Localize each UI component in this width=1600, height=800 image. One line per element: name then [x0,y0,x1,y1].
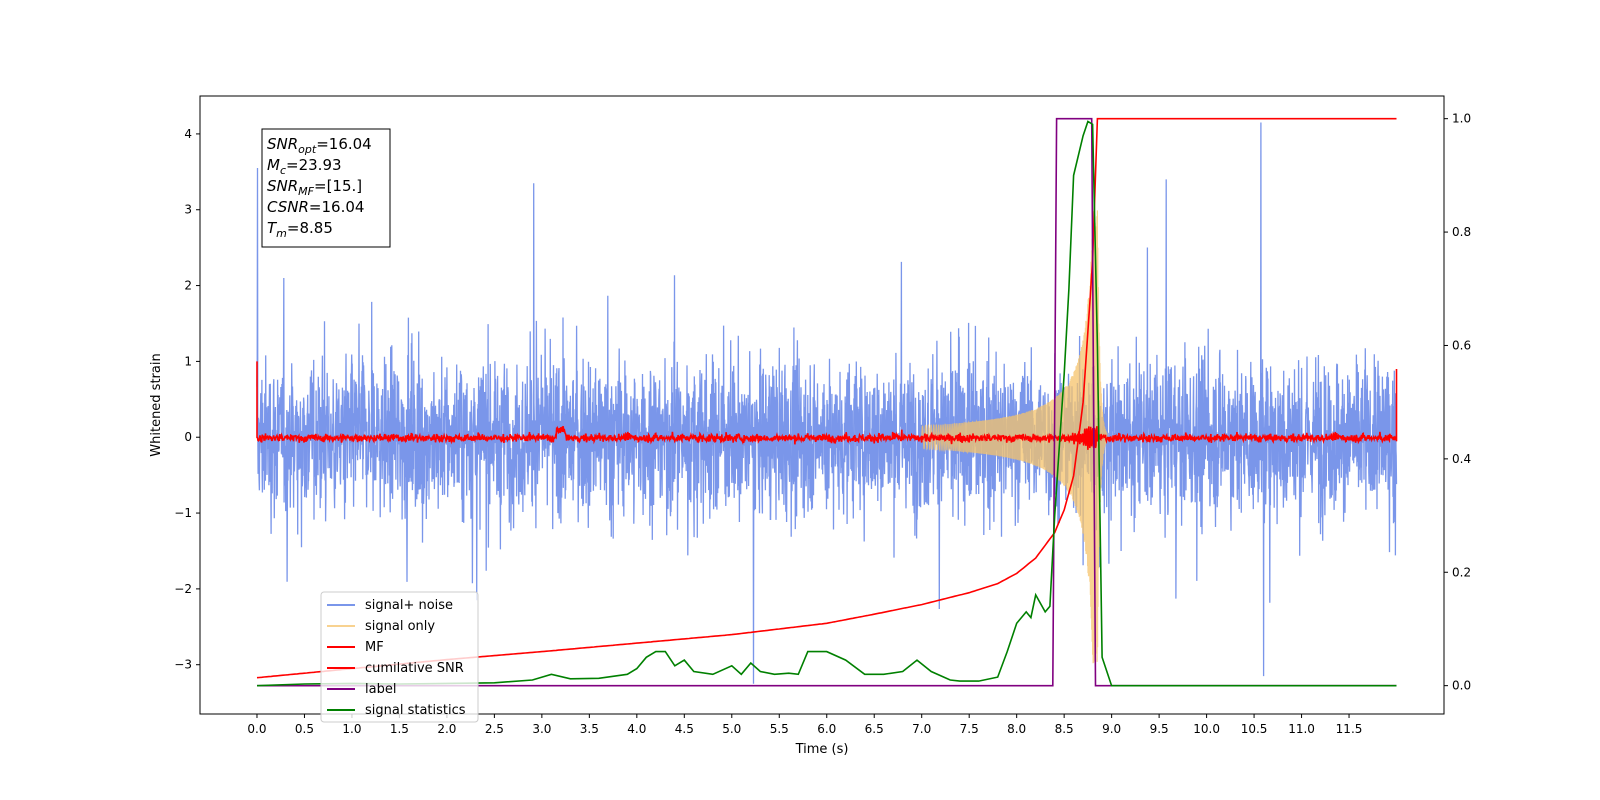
annotation-subscript: c [280,164,286,177]
x-tick-label: 3.0 [532,722,551,736]
x-tick-label: 8.5 [1055,722,1074,736]
y2-tick-label: 0.4 [1452,452,1471,466]
x-tick-label: 6.0 [817,722,836,736]
legend-label: label [365,682,396,697]
y-tick-label: −3 [174,658,192,672]
y-tick-label: −1 [174,506,192,520]
series-signal-only-line [921,210,1108,664]
y2-tick-label: 0.2 [1452,565,1471,579]
legend-label: cumilative SNR [365,661,464,676]
plot-frame [199,95,1445,715]
annotation-value: =8.85 [287,219,333,237]
legend-label: signal+ noise [365,598,453,613]
y2-tick-label: 0.0 [1452,679,1471,693]
annotation-line: Tm=8.85 [267,219,333,240]
annotation-line: CSNR=16.04 [267,198,364,216]
annotation-subscript: m [276,227,287,240]
y-tick-label: 0 [184,430,192,444]
x-tick-label: 9.5 [1150,722,1169,736]
x-tick-label: 7.0 [912,722,931,736]
series-signal-statistics-line [256,120,1397,687]
y2-tick-label: 0.6 [1452,338,1471,352]
x-tick-label: 0.0 [247,722,266,736]
x-tick-label: 3.5 [580,722,599,736]
annotation-symbol: T [267,219,278,237]
series-mf-line [256,361,1398,450]
legend-label: signal statistics [365,703,466,718]
y-axis-ticks: −3 −2 −1 0 1 2 3 4 [174,127,200,672]
y2-axis-ticks: 0.0 0.2 0.4 0.6 0.8 1.0 [1444,112,1471,693]
y-tick-label: 1 [184,354,192,368]
y2-tick-label: 1.0 [1452,112,1471,126]
x-tick-label: 4.5 [675,722,694,736]
x-tick-label: 1.0 [342,722,361,736]
x-tick-label: 4.0 [627,722,646,736]
y-tick-label: −2 [174,582,192,596]
annotation-line: SNRopt=16.04 [267,135,372,156]
legend: signal+ noise signal only MF cumilative SNR… [320,591,479,723]
x-tick-label: 2.5 [485,722,504,736]
x-tick-label: 8.0 [1007,722,1026,736]
annotation-value: =[15.] [314,177,362,195]
x-tick-label: 9.0 [1102,722,1121,736]
x-axis-label: Time (s) [795,742,849,757]
legend-frame [320,591,479,723]
y-tick-label: 2 [184,279,192,293]
x-tick-label: 7.5 [960,722,979,736]
x-tick-label: 5.0 [722,722,741,736]
legend-label: MF [365,640,384,655]
annotation-symbol: SNR [267,135,298,153]
y-tick-label: 4 [184,127,192,141]
x-tick-label: 1.5 [390,722,409,736]
annotation-symbol: SNR [267,177,298,195]
annotation-frame [261,128,391,248]
annotation-symbol: CSNR [267,198,309,216]
x-tick-label: 6.5 [865,722,884,736]
x-tick-label: 10.0 [1193,722,1220,736]
x-tick-label: 11.5 [1336,722,1363,736]
x-axis-ticks: 0.0 0.5 1.0 1.5 2.0 2.5 3.0 3.5 4.0 4.5 5.0 5.5 6.0 6… [247,714,1362,736]
y2-tick-label: 0.8 [1452,225,1471,239]
y-axis-label: Whitened strain [149,353,164,456]
annotation-value: =16.04 [316,135,372,153]
annotation-line: Mc=23.93 [267,156,342,177]
annotation-value: =16.04 [309,198,365,216]
x-tick-label: 5.5 [770,722,789,736]
y-tick-label: 3 [184,203,192,217]
annotation-symbol: M [267,156,280,174]
annotation-box: SNRopt=16.04Mc=23.93SNRMF=[15.]CSNR=16.0… [261,128,391,248]
annotation-line: SNRMF=[15.] [267,177,362,198]
annotation-value: =23.93 [286,156,342,174]
annotation-subscript: MF [298,185,314,198]
x-tick-label: 11.0 [1288,722,1315,736]
annotation-subscript: opt [298,143,317,156]
x-tick-label: 0.5 [295,722,314,736]
x-tick-label: 10.5 [1241,722,1268,736]
legend-label: signal only [365,619,435,634]
x-tick-label: 2.0 [437,722,456,736]
